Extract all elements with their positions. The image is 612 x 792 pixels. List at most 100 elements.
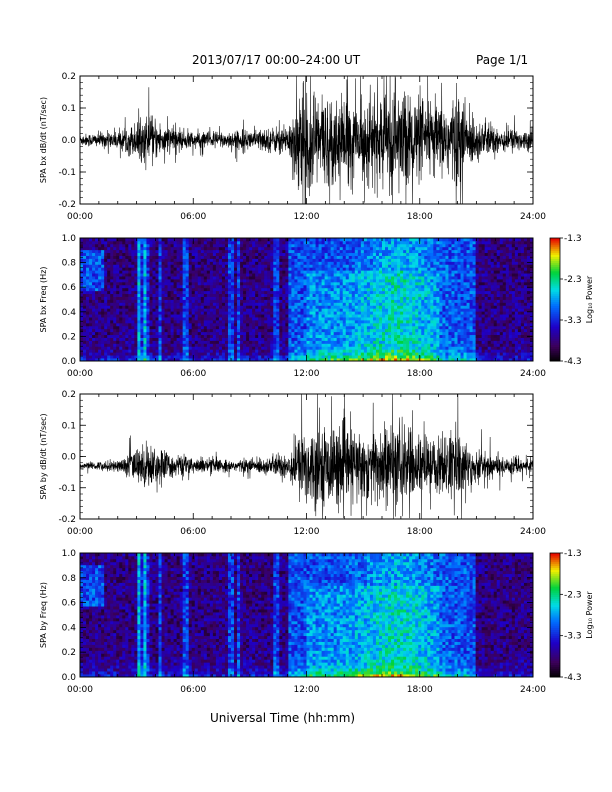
heatmap-cell: [240, 240, 244, 245]
heatmap-cell: [336, 325, 341, 330]
heatmap-cell: [318, 311, 322, 315]
heatmap-cell: [95, 308, 99, 312]
heatmap-cell: [394, 279, 398, 283]
heatmap-cell: [282, 337, 286, 341]
heatmap-cell: [218, 317, 223, 321]
heatmap-cell: [179, 240, 184, 245]
heatmap-cell: [339, 287, 344, 292]
heatmap-cell: [92, 343, 96, 347]
heatmap-cell: [397, 290, 401, 295]
heatmap-cell: [306, 243, 310, 248]
heatmap-cell: [231, 308, 235, 312]
heatmap-cell: [418, 290, 422, 295]
heatmap-cell: [421, 290, 425, 295]
heatmap-cell: [179, 322, 184, 327]
heatmap-cell: [303, 273, 307, 277]
heatmap-cell: [357, 279, 362, 283]
heatmap-cell: [258, 279, 262, 283]
heatmap-cell: [86, 314, 90, 318]
heatmap-cell: [270, 340, 274, 344]
heatmap-cell: [116, 243, 120, 248]
heatmap-cell: [231, 328, 235, 333]
heatmap-cell: [240, 284, 244, 289]
heatmap-cell: [131, 246, 135, 251]
heatmap-cell: [324, 264, 329, 268]
heatmap-cell: [140, 322, 144, 327]
heatmap-cell: [137, 279, 141, 283]
heatmap-cell: [98, 255, 102, 259]
heatmap-cell: [273, 293, 277, 297]
heatmap-cell: [421, 287, 425, 292]
heatmap-cell: [218, 270, 223, 274]
heatmap-cell: [122, 290, 126, 295]
heatmap-cell: [264, 267, 268, 271]
heatmap-cell: [224, 273, 229, 277]
heatmap-cell: [282, 299, 286, 303]
heatmap-cell: [134, 337, 138, 341]
heatmap-cell: [155, 325, 159, 330]
heatmap-cell: [291, 290, 295, 295]
heatmap-cell: [285, 305, 289, 309]
heatmap-cell: [167, 252, 171, 256]
heatmap-cell: [385, 358, 389, 362]
heatmap-cell: [125, 340, 129, 344]
heatmap-cell: [110, 287, 114, 292]
heatmap-cell: [385, 352, 389, 356]
heatmap-cell: [288, 252, 292, 256]
heatmap-cell: [372, 249, 377, 254]
heatmap-cell: [327, 299, 332, 303]
heatmap-cell: [158, 305, 162, 309]
heatmap-cell: [182, 296, 187, 300]
heatmap-cell: [227, 334, 232, 338]
heatmap-cell: [173, 308, 178, 312]
heatmap-cell: [282, 296, 286, 300]
heatmap-cell: [197, 261, 202, 265]
heatmap-cell: [348, 334, 353, 338]
heatmap-cell: [388, 337, 392, 341]
heatmap-cell: [116, 270, 120, 274]
heatmap-cell: [397, 296, 401, 300]
heatmap-cell: [125, 293, 129, 297]
heatmap-cell: [427, 317, 431, 321]
heatmap-cell: [185, 296, 190, 300]
heatmap-cell: [372, 276, 377, 280]
heatmap-cell: [122, 331, 126, 336]
heatmap-cell: [279, 320, 283, 324]
heatmap-cell: [421, 352, 425, 356]
heatmap-cell: [345, 252, 350, 256]
heatmap-cell: [116, 273, 120, 277]
heatmap-cell: [206, 343, 211, 347]
heatmap-cell: [203, 340, 208, 344]
heatmap-cell: [119, 343, 123, 347]
heatmap-cell: [249, 322, 253, 327]
heatmap-cell: [285, 240, 289, 245]
heatmap-cell: [224, 308, 229, 312]
heatmap-cell: [185, 358, 190, 362]
heatmap-cell: [375, 337, 380, 341]
heatmap-cell: [321, 281, 326, 286]
heatmap-cell: [194, 264, 199, 268]
heatmap-cell: [318, 331, 322, 336]
heatmap-cell: [164, 290, 168, 295]
heatmap-cell: [309, 305, 313, 309]
heatmap-cell: [294, 352, 298, 356]
heatmap-cell: [149, 355, 153, 359]
heatmap-cell: [366, 284, 371, 289]
heatmap-cell: [240, 311, 244, 315]
heatmap-cell: [155, 240, 159, 245]
heatmap-cell: [224, 331, 229, 336]
heatmap-cell: [339, 243, 344, 248]
heatmap-cell: [342, 279, 347, 283]
heatmap-cell: [261, 264, 265, 268]
heatmap-cell: [378, 290, 383, 295]
heatmap-cell: [348, 293, 353, 297]
heatmap-cell: [424, 276, 428, 280]
heatmap-cell: [327, 252, 332, 256]
heatmap-cell: [388, 261, 392, 265]
heatmap-cell: [95, 252, 99, 256]
heatmap-cell: [137, 320, 141, 324]
heatmap-cell: [86, 358, 90, 362]
heatmap-cell: [300, 314, 304, 318]
heatmap-cell: [330, 328, 335, 333]
heatmap-cell: [327, 243, 332, 248]
